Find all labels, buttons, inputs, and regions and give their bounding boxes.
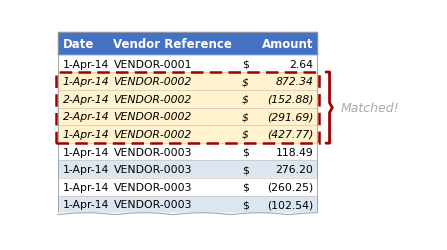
Text: VENDOR-0003: VENDOR-0003: [114, 182, 192, 192]
Text: (152.88): (152.88): [267, 94, 313, 104]
Bar: [58, 91, 317, 108]
Bar: [58, 178, 317, 196]
Text: $: $: [242, 77, 249, 87]
Text: 2.64: 2.64: [290, 60, 313, 69]
Bar: [56, 73, 319, 144]
Bar: [58, 33, 317, 56]
Text: (260.25): (260.25): [267, 182, 313, 192]
Text: $: $: [242, 182, 249, 192]
Text: $: $: [242, 94, 249, 104]
Text: VENDOR-0003: VENDOR-0003: [114, 147, 192, 157]
Text: 1-Apr-14: 1-Apr-14: [63, 60, 109, 69]
Text: $: $: [242, 60, 249, 69]
Bar: [58, 33, 317, 213]
Text: 1-Apr-14: 1-Apr-14: [63, 130, 110, 140]
Text: VENDOR-0002: VENDOR-0002: [114, 77, 192, 87]
Text: $: $: [242, 147, 249, 157]
Text: VENDOR-0003: VENDOR-0003: [114, 164, 192, 174]
Bar: [58, 126, 317, 143]
Text: VENDOR-0002: VENDOR-0002: [114, 112, 192, 122]
Text: 118.49: 118.49: [276, 147, 313, 157]
Text: $: $: [242, 200, 249, 209]
Text: 1-Apr-14: 1-Apr-14: [63, 147, 109, 157]
Text: Amount: Amount: [262, 38, 313, 51]
Bar: [58, 161, 317, 178]
Text: $: $: [242, 130, 249, 140]
Text: 1-Apr-14: 1-Apr-14: [63, 77, 110, 87]
Text: VENDOR-0002: VENDOR-0002: [114, 130, 192, 140]
Bar: [58, 108, 317, 126]
Text: 1-Apr-14: 1-Apr-14: [63, 182, 109, 192]
Text: 2-Apr-14: 2-Apr-14: [63, 112, 110, 122]
Text: 2-Apr-14: 2-Apr-14: [63, 94, 110, 104]
Text: VENDOR-0003: VENDOR-0003: [114, 200, 192, 209]
Text: $: $: [242, 112, 249, 122]
Text: (291.69): (291.69): [267, 112, 313, 122]
Text: 276.20: 276.20: [276, 164, 313, 174]
Text: (102.54): (102.54): [267, 200, 313, 209]
Bar: [58, 143, 317, 161]
Text: $: $: [242, 164, 249, 174]
Bar: [58, 73, 317, 91]
Bar: [58, 56, 317, 73]
Text: Vendor Reference: Vendor Reference: [114, 38, 232, 51]
Bar: [58, 196, 317, 213]
Text: 1-Apr-14: 1-Apr-14: [63, 200, 109, 209]
Text: 872.34: 872.34: [276, 77, 313, 87]
Text: Date: Date: [63, 38, 94, 51]
Text: VENDOR-0001: VENDOR-0001: [114, 60, 192, 69]
Text: (427.77): (427.77): [267, 130, 313, 140]
Text: VENDOR-0002: VENDOR-0002: [114, 94, 192, 104]
Text: Matched!: Matched!: [341, 102, 400, 115]
Text: 1-Apr-14: 1-Apr-14: [63, 164, 109, 174]
